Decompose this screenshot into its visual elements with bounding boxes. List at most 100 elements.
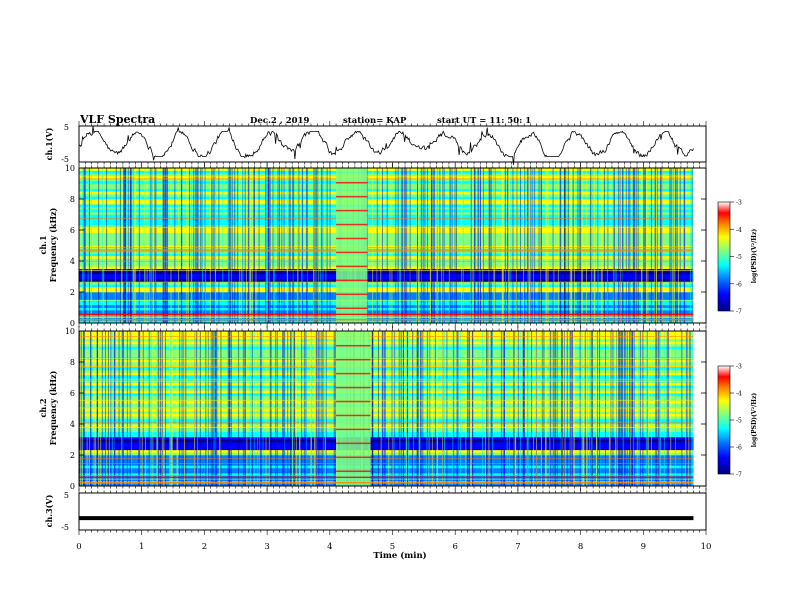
spectrogram-stripe <box>531 168 533 323</box>
burst-tone <box>336 344 371 347</box>
spectrogram-tone <box>79 317 694 319</box>
spectrogram-row <box>79 279 694 282</box>
spectrogram-stripe <box>527 331 529 486</box>
spectrogram-stripe <box>83 168 85 323</box>
spectrogram-stripe <box>317 331 319 486</box>
spectrogram-stripe <box>515 168 517 323</box>
spectrogram-stripe <box>453 331 455 486</box>
spectrogram-stripe <box>297 168 299 323</box>
spectrogram-stripe <box>609 331 611 486</box>
spectrogram-stripe <box>242 168 244 323</box>
spectrogram-stripe <box>273 168 275 323</box>
spectrogram-stripe <box>593 168 595 323</box>
spectrogram-stripe <box>456 331 458 486</box>
spectrogram-stripe <box>545 331 546 486</box>
spectrogram-stripe <box>101 331 103 486</box>
spectrogram-stripe <box>380 168 382 323</box>
spectrogram-stripe <box>142 331 144 486</box>
spectrogram-row <box>79 426 694 430</box>
spectrogram-stripe <box>470 168 472 323</box>
spectrogram-stripe <box>599 331 600 486</box>
spectrogram-stripe <box>244 168 246 323</box>
spectrogram-stripe <box>124 168 126 323</box>
spectrogram-stripe <box>422 331 424 486</box>
spectrogram-stripe <box>468 331 470 486</box>
xtick-label: 3 <box>264 542 269 552</box>
spectrogram-stripe <box>603 168 605 323</box>
spectrogram-row <box>79 307 694 311</box>
spectrogram-stripe <box>321 168 323 323</box>
xtick-label: 2 <box>202 542 207 552</box>
spectrogram-stripe <box>656 331 658 486</box>
spectrogram-stripe <box>533 168 534 323</box>
spectrogram-tone <box>79 365 694 367</box>
spectrogram-row <box>79 227 694 231</box>
spectrogram-stripe <box>622 331 624 486</box>
spectrogram-stripe <box>267 168 269 323</box>
spectrogram-stripe <box>442 168 444 323</box>
spectrogram-row <box>79 310 694 313</box>
spectrogram-stripe <box>610 331 612 486</box>
spectrogram-stripe <box>546 168 548 323</box>
spectrogram-tone <box>79 251 694 253</box>
spectrogram-stripe <box>177 331 179 486</box>
spectrogram-stripe <box>124 168 126 323</box>
spectrogram-stripe <box>325 331 326 486</box>
spectrogram-row <box>79 398 694 402</box>
spectrogram-tone <box>79 427 694 428</box>
spectrogram-stripe <box>163 331 165 486</box>
colorbar-tick-label: -7 <box>736 309 742 316</box>
spectrogram-stripe <box>291 331 293 486</box>
spectrogram-row <box>79 362 694 365</box>
spectrogram-stripe <box>84 168 86 323</box>
spectrogram-tone <box>79 458 694 460</box>
spectrogram-stripe <box>227 168 229 323</box>
ch1-spectrogram-image <box>79 168 694 324</box>
spectrogram-stripe <box>199 331 201 486</box>
spectrogram-row <box>79 372 694 376</box>
header-station: station= KAP <box>343 116 407 126</box>
spectrogram-stripe <box>674 168 676 323</box>
spectrogram-stripe <box>629 331 631 486</box>
spectrogram-stripe <box>454 168 456 323</box>
spectrogram-stripe <box>634 168 636 323</box>
spectrogram-row <box>79 294 694 298</box>
spectrogram-stripe <box>619 168 621 323</box>
colorbar-tick-label: -5 <box>736 254 742 261</box>
spectrogram-stripe <box>282 331 284 486</box>
spectrogram-stripe <box>269 331 271 486</box>
spectrogram-stripe <box>139 331 141 486</box>
spectrogram-stripe <box>87 168 89 323</box>
spectrogram-stripe <box>422 168 424 323</box>
spectrogram-stripe <box>399 168 401 323</box>
spectrogram-stripe <box>293 331 295 486</box>
spectrogram-stripe <box>93 331 95 486</box>
spectrogram-stripe <box>514 331 516 486</box>
spectrogram-stripe <box>86 331 88 486</box>
spectrogram-tone <box>79 316 694 318</box>
spectrogram-stripe <box>160 331 162 486</box>
spectrogram-stripe <box>105 331 106 486</box>
spectrogram-stripe <box>170 331 172 486</box>
spectrogram-stripe <box>154 168 156 323</box>
spectrogram-stripe <box>436 331 438 486</box>
spectrogram-stripe <box>581 168 583 323</box>
spectrogram-stripe <box>132 168 134 323</box>
spectrogram-stripe <box>371 331 373 486</box>
spectrogram-stripe <box>430 168 432 323</box>
colorbar-tick-label: -3 <box>736 364 742 371</box>
ytick-label: 10 <box>65 327 75 336</box>
spectrogram-stripe <box>97 331 99 486</box>
spectrogram-stripe <box>156 331 158 486</box>
spectrogram-stripe <box>135 168 137 323</box>
spectrogram-stripe <box>449 168 451 323</box>
spectrogram-stripe <box>194 168 196 323</box>
spectrogram-stripe <box>246 331 248 486</box>
ch1-waveform-panel: 5 -5 ch.1(V) <box>44 123 707 165</box>
spectrogram-row <box>79 173 694 177</box>
spectrogram-stripe <box>473 168 475 323</box>
spectrogram-stripe <box>101 168 103 323</box>
spectrogram-stripe <box>398 331 400 486</box>
spectrogram-stripe <box>621 331 623 486</box>
spectrogram-stripe <box>573 168 575 323</box>
